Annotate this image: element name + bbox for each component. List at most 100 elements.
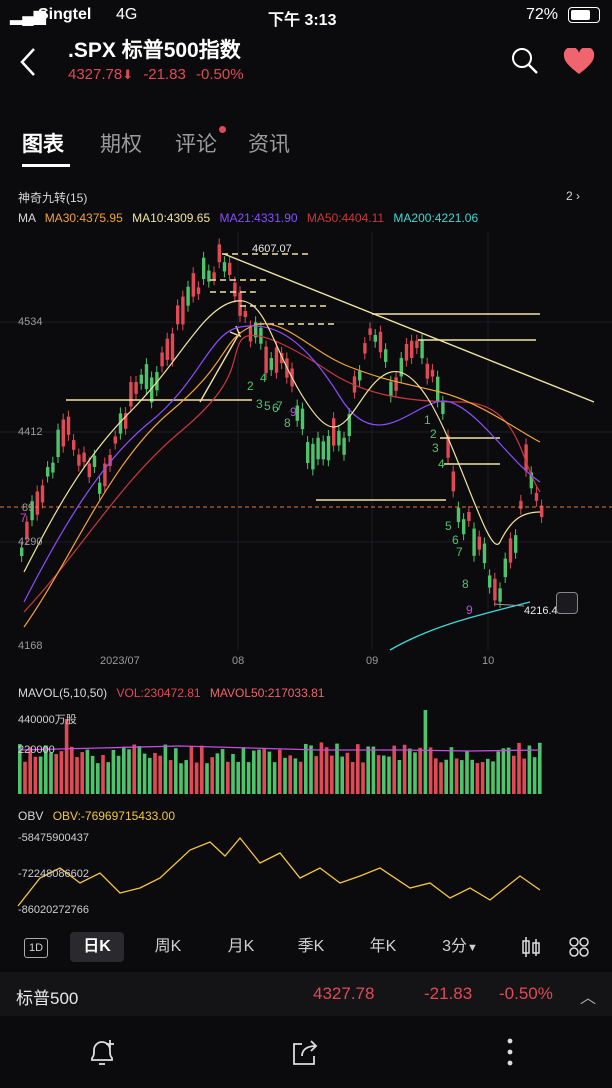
quote-row[interactable]: 标普500 4327.78 -21.83 -0.50% ︿ — [0, 972, 612, 1016]
candle — [342, 437, 346, 455]
favorite-heart-icon[interactable] — [563, 48, 595, 76]
candle — [482, 543, 487, 564]
candle — [25, 521, 29, 539]
volume-bar — [246, 762, 251, 794]
mavol50-value: MAVOL50:217033.81 — [209, 686, 325, 700]
candle — [176, 305, 180, 325]
candle — [217, 244, 221, 263]
candle — [519, 500, 523, 509]
ma-legend: MA MA30:4375.95 MA10:4309.65 MA21:4331.9… — [18, 211, 478, 225]
volume-bar — [111, 749, 116, 794]
grid-settings-icon[interactable] — [568, 936, 590, 958]
candle — [410, 340, 414, 358]
low-marker — [493, 603, 525, 607]
candle — [228, 262, 232, 275]
share-icon[interactable] — [290, 1038, 320, 1068]
period-week[interactable]: 周K — [154, 938, 182, 955]
tab-options[interactable]: 期权 — [100, 133, 142, 156]
volume-bar — [382, 755, 386, 794]
candle — [134, 381, 138, 394]
ma21-value: MA21:4331.90 — [219, 211, 298, 225]
network: 4G — [116, 6, 138, 23]
search-icon[interactable] — [510, 46, 540, 76]
volume-mid-label: 220000 — [18, 744, 55, 756]
candle — [540, 505, 544, 518]
mavol-line — [17, 745, 541, 752]
obv-tick: -72248086602 — [18, 868, 89, 880]
price-tick-partial: 89 — [22, 502, 35, 514]
candle-style-icon[interactable] — [520, 936, 542, 958]
obv-tick: -58475900437 — [18, 832, 89, 844]
header-change: -21.83 — [143, 66, 186, 83]
period-quarter[interactable]: 季K — [297, 938, 325, 955]
period-month[interactable]: 月K — [227, 938, 255, 955]
period-3min[interactable]: 3分▼ — [442, 938, 478, 955]
ma10-value: MA10:4309.65 — [132, 211, 211, 225]
volume-bar — [85, 749, 90, 794]
price-tick: 4534 — [18, 316, 43, 328]
bottom-actions — [0, 1018, 612, 1088]
td-count-label: 9 — [466, 603, 473, 617]
back-icon[interactable] — [14, 46, 42, 78]
volume-bar — [512, 755, 516, 794]
candle — [436, 376, 440, 402]
clock: 下午 3:13 — [268, 12, 337, 29]
candle — [295, 405, 299, 421]
td-count-label: 5 — [264, 399, 271, 413]
add-alert-bell-icon[interactable] — [88, 1038, 116, 1068]
volume-bar — [127, 749, 131, 794]
candle — [425, 363, 429, 379]
volume-bar — [210, 757, 214, 794]
more-menu-icon[interactable] — [500, 1036, 520, 1068]
volume-bar — [335, 743, 339, 794]
candle — [456, 507, 461, 523]
candle — [144, 364, 149, 390]
tab-news[interactable]: 资讯 — [248, 133, 290, 156]
volume-bar — [288, 755, 292, 794]
ma200-value: MA200:4221.06 — [393, 211, 479, 225]
tab-comments[interactable]: 评论 — [175, 126, 226, 158]
period-1d[interactable]: 1D — [24, 938, 48, 958]
candle — [446, 435, 450, 458]
volume-bar — [387, 756, 391, 794]
indicator-title[interactable]: 神奇九转(15) — [18, 191, 88, 205]
candle — [170, 333, 175, 361]
chevron-up-icon[interactable]: ︿ — [580, 990, 597, 1007]
period-year[interactable]: 年K — [369, 938, 397, 955]
status-bar: ▂▄▆ Singtel 4G 下午 3:13 72% — [0, 0, 612, 32]
volume-bar — [267, 751, 272, 794]
battery-icon — [568, 7, 600, 23]
volume-bars — [18, 710, 542, 794]
obv-legend: OBV OBV:-76969715433.00 — [18, 809, 175, 823]
volume-bar — [116, 755, 121, 794]
mavol-legend: MAVOL(5,10,50) VOL:230472.81 MAVOL50:217… — [18, 686, 324, 700]
tab-chart[interactable]: 图表 — [22, 128, 70, 167]
volume-bar — [75, 757, 79, 794]
date-tick: 08 — [232, 655, 245, 667]
volume-bar — [189, 745, 194, 794]
candle — [181, 296, 185, 325]
volume-bar — [215, 753, 220, 794]
candle — [378, 331, 383, 353]
obv-tick: -86020272766 — [18, 904, 89, 916]
candle — [139, 374, 143, 384]
period-day[interactable]: 日K — [70, 932, 124, 962]
vol-value: VOL:230472.81 — [116, 686, 201, 700]
volume-bar — [475, 763, 480, 794]
quote-change: -21.83 — [424, 984, 473, 1003]
indicator-count[interactable]: 2 › — [566, 189, 581, 203]
candle — [113, 436, 117, 444]
volume-bar — [428, 747, 433, 794]
candle — [503, 558, 507, 578]
volume-bar — [158, 755, 162, 794]
price-tick: 4168 — [18, 640, 43, 652]
candle — [384, 349, 388, 362]
volume-bar — [356, 744, 360, 794]
candle — [191, 273, 195, 297]
crosshair-icon[interactable] — [556, 592, 578, 614]
volume-bar — [18, 744, 22, 794]
candle — [108, 455, 112, 466]
mavol-label: MAVOL(5,10,50) — [18, 686, 108, 700]
candle — [498, 588, 502, 602]
